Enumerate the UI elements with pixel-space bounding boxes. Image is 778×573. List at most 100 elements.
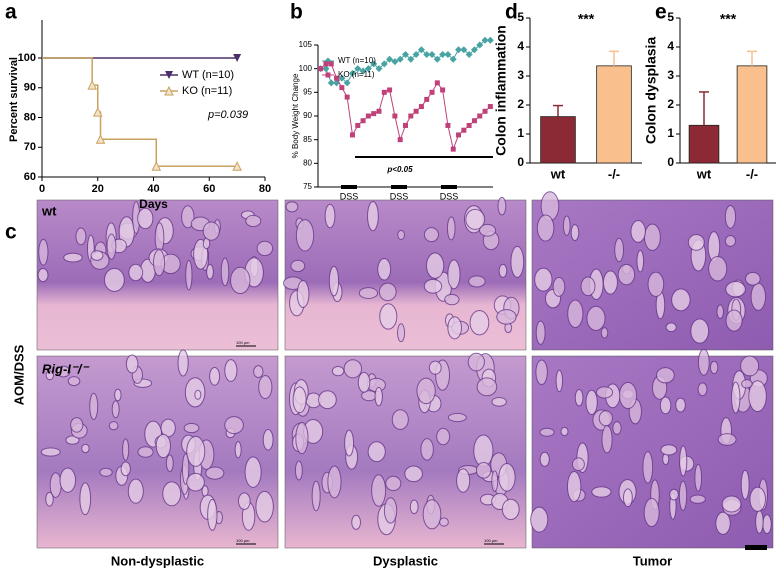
marker	[465, 50, 473, 58]
tissue-gland	[423, 278, 443, 294]
tissue-gland	[473, 434, 494, 467]
bar	[596, 65, 632, 164]
tissue-gland	[67, 376, 81, 387]
tissue-gland	[245, 214, 262, 228]
tissue-gland	[256, 240, 274, 257]
tissue-gland	[535, 359, 548, 386]
tissue-gland	[220, 257, 230, 287]
bar	[688, 124, 720, 164]
tissue-gland	[555, 369, 564, 393]
tissue-gland	[49, 472, 62, 498]
histology-image	[284, 199, 527, 351]
tissue-gland	[697, 348, 710, 376]
y-axis-label: Percent survival	[8, 57, 20, 142]
tissue-gland	[574, 389, 584, 407]
scale-label: 100 μm	[236, 538, 250, 543]
y-tick-label: 2	[667, 97, 674, 111]
tissue-gland	[740, 469, 750, 500]
tissue-gland	[258, 374, 273, 400]
marker	[387, 87, 393, 93]
tissue-gland	[476, 377, 498, 397]
tissue-gland	[566, 470, 582, 503]
tissue-gland	[137, 207, 154, 230]
tissue-gland	[318, 390, 337, 410]
panel-label: e	[655, 1, 667, 24]
tissue-gland	[75, 227, 87, 246]
tissue-gland	[591, 486, 612, 498]
tissue-gland	[202, 221, 220, 241]
tissue-gland	[295, 219, 315, 252]
tissue-gland	[601, 425, 613, 454]
tissue-gland	[687, 233, 705, 251]
tissue-gland	[328, 265, 340, 297]
tissue-gland	[237, 492, 251, 510]
marker	[476, 41, 484, 49]
y-tick-label: 0	[667, 155, 674, 169]
tissue-gland	[56, 365, 71, 378]
legend-marker	[325, 72, 331, 78]
tissue-gland	[90, 250, 104, 261]
tissue-gland	[498, 263, 508, 278]
tissue-gland	[367, 441, 386, 463]
period-label: DSS	[440, 191, 459, 201]
annotation: p<0.05	[386, 165, 413, 174]
tissue-gland	[209, 366, 221, 386]
marker	[433, 55, 441, 63]
tissue-gland	[585, 389, 598, 415]
tissue-gland	[715, 511, 731, 535]
tissue-gland	[586, 305, 606, 332]
tissue-gland	[612, 421, 622, 435]
tissue-gland	[422, 499, 442, 530]
tissue-gland	[65, 435, 80, 445]
tissue-gland	[404, 465, 423, 483]
tissue-gland	[128, 263, 144, 282]
side-label: AOM/DSS	[11, 344, 26, 405]
tissue-gland	[536, 214, 555, 242]
legend-marker	[164, 85, 174, 96]
marker	[461, 127, 467, 133]
marker	[397, 137, 403, 143]
y-tick-label: 0	[517, 155, 524, 169]
tissue-gland	[290, 259, 306, 273]
marker	[408, 113, 414, 119]
tissue-gland	[567, 299, 584, 329]
marker	[439, 50, 447, 58]
marker	[371, 111, 377, 117]
marker	[407, 55, 415, 63]
marker	[402, 50, 409, 58]
marker	[450, 146, 456, 152]
tissue-gland	[475, 462, 492, 479]
marker	[487, 104, 493, 110]
y-tick-label: 3	[517, 68, 524, 82]
marker	[92, 107, 103, 117]
tissue-gland	[194, 389, 202, 400]
tissue-gland	[397, 229, 406, 240]
marker	[348, 69, 356, 77]
tissue-gland	[425, 252, 445, 279]
marker	[365, 113, 371, 119]
annotation: ***	[720, 11, 737, 27]
tissue-gland	[501, 498, 520, 521]
tissue-gland	[63, 252, 83, 263]
marker	[338, 74, 346, 82]
tissue-gland	[324, 203, 336, 229]
tissue-gland	[230, 266, 251, 295]
tissue-gland	[467, 352, 485, 372]
marker	[349, 132, 355, 138]
tissue-gland	[45, 491, 54, 507]
tissue-gland	[207, 498, 218, 531]
tissue-gland	[659, 396, 672, 415]
marker	[375, 65, 383, 73]
tissue-gland	[255, 490, 274, 523]
marker	[391, 58, 399, 66]
y-tick-label: 80	[24, 111, 36, 123]
tissue-gland	[183, 422, 200, 434]
y-tick-label: 80	[303, 158, 312, 167]
y-tick-label: 75	[303, 182, 312, 191]
tissue-gland	[59, 467, 77, 493]
tissue-gland	[595, 386, 614, 399]
marker	[412, 50, 420, 58]
x-tick-label: -/-	[746, 166, 758, 181]
tissue-gland	[708, 256, 728, 282]
y-tick-label: 60	[24, 171, 36, 183]
